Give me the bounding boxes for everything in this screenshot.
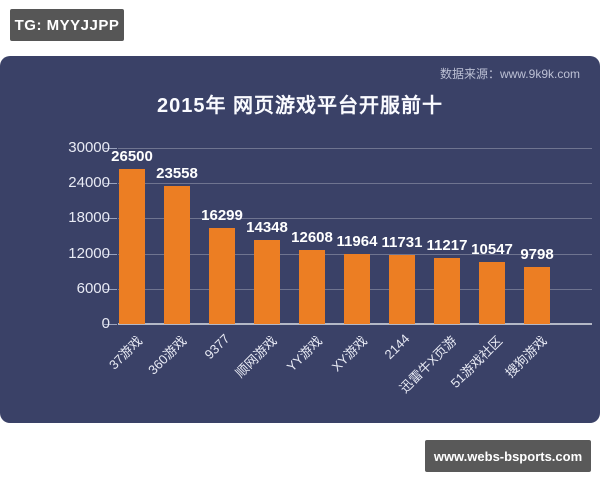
y-axis-tick — [104, 218, 117, 220]
tg-watermark-badge: TG: MYYJJPP — [10, 9, 124, 41]
bar-顺网游戏 — [254, 239, 280, 324]
grid-line — [118, 323, 592, 325]
y-axis-tick — [104, 288, 117, 290]
bar-51游戏社区 — [479, 262, 505, 324]
chart-title: 2015年 网页游戏平台开服前十 — [156, 95, 444, 117]
data-source-note: 数据来源：www.9k9k.com — [439, 67, 580, 81]
bar-value-label: 11731 — [381, 234, 423, 252]
bar-value-label: 16299 — [201, 207, 243, 225]
x-axis-label: 37游戏 — [105, 333, 145, 373]
y-axis-label: 12000 — [68, 244, 110, 262]
y-axis-label: 18000 — [68, 209, 110, 227]
y-axis-label: 30000 — [68, 139, 110, 156]
grid-line — [118, 148, 592, 149]
y-axis-tick — [104, 183, 117, 185]
bar-搜狗游戏 — [524, 266, 550, 324]
bar-YY游戏 — [299, 250, 325, 324]
plot-area: 0 6000 12000 18000 24000 30000 26500 37游戏 23558 3… — [68, 139, 592, 396]
y-axis-tick — [104, 324, 117, 325]
bar-value-label: 11217 — [426, 237, 468, 255]
bar-value-label: 14348 — [246, 218, 288, 236]
bar-value-label: 9798 — [520, 245, 554, 263]
y-axis-label: 0 — [101, 315, 110, 332]
bar-9377 — [209, 228, 235, 324]
y-axis-tick — [104, 253, 117, 255]
bar-XY游戏 — [344, 253, 370, 324]
grid-line — [118, 183, 592, 185]
bar-迅雷牛X页游 — [434, 258, 460, 324]
chart-panel: 数据来源：www.9k9k.com 2015年 网页游戏平台开服前十 0 6000… — [0, 56, 600, 423]
bar-2144 — [389, 255, 415, 324]
y-axis-label: 6000 — [76, 279, 110, 297]
x-axis-label: 2144 — [381, 331, 413, 363]
y-axis-tick — [104, 148, 117, 149]
x-axis-label: 顺网游戏 — [232, 333, 280, 381]
bar-value-label: 11964 — [336, 232, 378, 250]
bar-value-label: 26500 — [111, 147, 153, 165]
x-axis-label: YY游戏 — [283, 333, 325, 375]
grid-line — [118, 218, 592, 220]
x-axis-label: 搜狗游戏 — [502, 333, 550, 381]
x-axis-label: 360游戏 — [145, 333, 190, 378]
website-watermark-badge: www.webs-bsports.com — [425, 440, 591, 472]
x-axis-label: XY游戏 — [328, 333, 370, 375]
bar-value-label: 12608 — [291, 229, 333, 247]
y-axis-label: 24000 — [68, 174, 110, 192]
bar-value-label: 10547 — [471, 241, 513, 259]
bar-value-label: 23558 — [156, 164, 198, 182]
bar-37游戏 — [119, 168, 145, 324]
bar-360游戏 — [164, 185, 190, 324]
x-axis-label: 9377 — [201, 331, 233, 363]
